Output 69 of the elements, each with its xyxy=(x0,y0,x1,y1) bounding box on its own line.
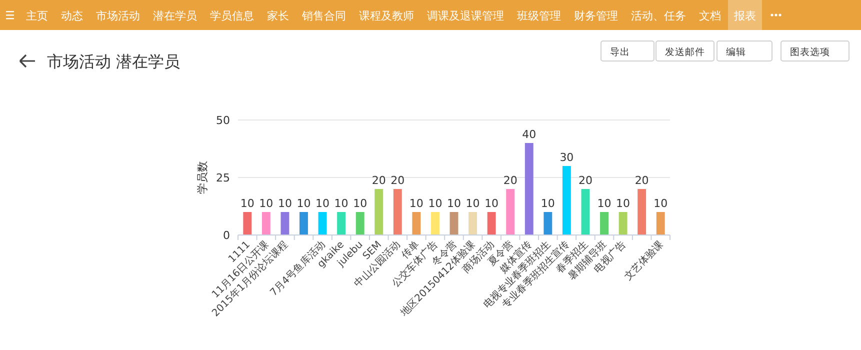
data-label: 10 xyxy=(334,197,348,210)
bar xyxy=(356,212,364,235)
data-label: 30 xyxy=(560,151,574,164)
data-label: 10 xyxy=(353,197,368,210)
data-label: 10 xyxy=(409,197,424,210)
data-label: 20 xyxy=(503,174,518,187)
data-label: 20 xyxy=(634,174,649,187)
text: 报表 xyxy=(733,10,756,22)
bar xyxy=(562,166,571,235)
y-tick-label: 25 xyxy=(216,172,230,184)
text: 市场活动 xyxy=(96,10,140,22)
data-label: 10 xyxy=(466,197,480,210)
data-label: 10 xyxy=(296,197,311,210)
text: 主页 xyxy=(26,10,48,22)
chart-title: 市场活动 潜在学员 xyxy=(47,52,180,71)
bar xyxy=(318,212,327,235)
data-label: 10 xyxy=(484,197,499,210)
bar xyxy=(243,212,252,235)
text: 班级管理 xyxy=(517,10,561,22)
data-label: 20 xyxy=(578,174,592,187)
text: 课程及教师 xyxy=(359,10,414,22)
bar xyxy=(468,212,478,235)
text: 导出 xyxy=(610,46,630,58)
data-label: 10 xyxy=(428,197,442,210)
bar xyxy=(300,212,308,235)
bar xyxy=(430,212,440,235)
data-label: 10 xyxy=(447,197,461,210)
bar xyxy=(581,189,590,235)
bar xyxy=(506,189,515,235)
text: 家长 xyxy=(267,10,289,22)
data-label: 10 xyxy=(654,197,668,210)
text: 学员信息 xyxy=(210,10,254,22)
bar xyxy=(656,212,665,235)
text: 编辑 xyxy=(726,46,746,58)
text: 文档 xyxy=(699,10,721,22)
data-label: 40 xyxy=(522,128,536,141)
data-label: 10 xyxy=(240,197,254,210)
data-label: 10 xyxy=(278,197,292,210)
data-label: 10 xyxy=(259,197,274,210)
data-label: 20 xyxy=(390,174,405,187)
bar xyxy=(638,189,646,235)
y-tick-label: 0 xyxy=(223,229,230,242)
bar xyxy=(487,212,496,235)
text: 图表选项 xyxy=(790,46,830,58)
bar xyxy=(544,212,552,235)
data-label: 10 xyxy=(597,197,612,210)
y-tick-label: 50 xyxy=(216,114,230,127)
bar xyxy=(262,212,270,235)
text: 活动、任务 xyxy=(631,10,686,22)
bar xyxy=(280,212,290,235)
text: 销售合同 xyxy=(301,10,346,22)
bar xyxy=(450,212,458,235)
text: 潜在学员 xyxy=(153,10,197,22)
bar xyxy=(374,189,384,235)
text: 动态 xyxy=(61,10,83,22)
data-label: 10 xyxy=(540,197,555,210)
y-axis-title: 学员数 xyxy=(196,161,209,194)
bar xyxy=(412,212,421,235)
data-label: 10 xyxy=(616,197,630,210)
data-label: 20 xyxy=(372,174,386,187)
bar xyxy=(600,212,608,235)
bar xyxy=(337,212,346,235)
bar xyxy=(524,143,534,235)
text: 调课及退课管理 xyxy=(427,10,504,22)
bar xyxy=(618,212,628,235)
text: 发送邮件 xyxy=(665,46,705,58)
text: 财务管理 xyxy=(574,10,618,22)
bar xyxy=(393,189,402,235)
data-label: 10 xyxy=(316,197,330,210)
